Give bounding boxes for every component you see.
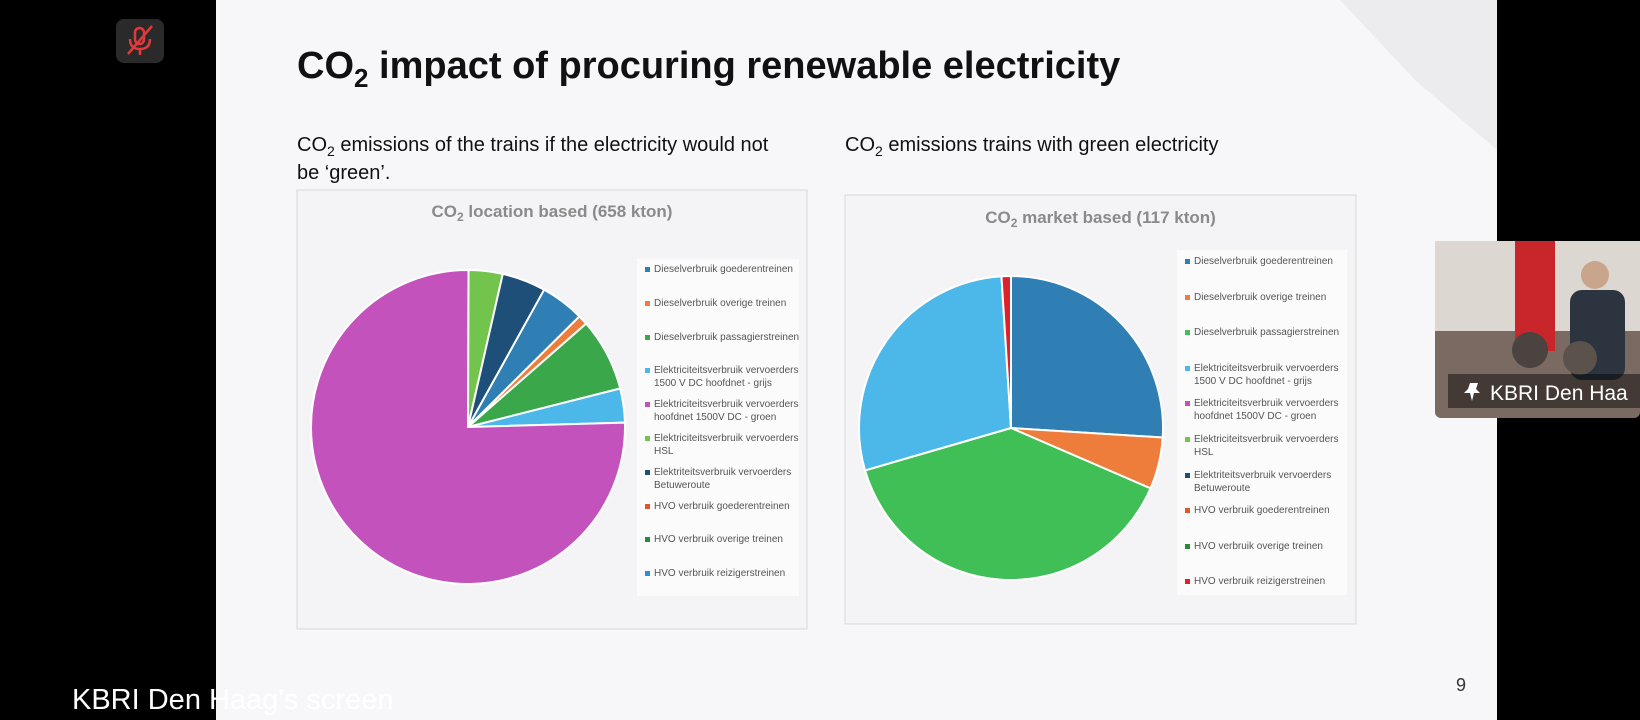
chart-title: CO2 market based (117 kton) — [985, 208, 1216, 230]
chart-title-part: market based (117 kton) — [1017, 208, 1215, 227]
participant-name: KBRI Den Haa — [1490, 382, 1628, 405]
chart-title-part: CO — [432, 202, 458, 221]
chart-title-part: CO — [985, 208, 1011, 227]
legend-label: HVO verbruik reizigerstreinen — [654, 568, 786, 580]
legend-box — [637, 259, 799, 596]
legend-swatch — [1185, 508, 1190, 514]
slide-corner — [1340, 0, 1497, 150]
legend-swatch — [645, 436, 650, 441]
legend-label: Elektriteitsverbruik vervoerders Betuwer… — [1194, 469, 1332, 494]
legend-entry: Dieselverbruik passagierstreinen — [645, 331, 804, 344]
legend-label: Dieselverbruik goederentreinen — [1194, 256, 1333, 267]
pie-slice — [863, 426, 1152, 581]
presenter-label: KBRI Den Haag's screen — [72, 684, 393, 716]
slide-title: CO2 impact of procuring renewable electr… — [297, 45, 1120, 93]
left-subtitle: CO2 emissions of the trains if the elect… — [297, 134, 769, 184]
legend-label: Dieselverbruik passagierstreinen — [1194, 327, 1340, 339]
legend-swatch — [1185, 294, 1190, 300]
legend-label: HVO verbruik goederentreinen — [1194, 505, 1330, 517]
legend-swatch — [1185, 401, 1190, 407]
legend-swatch — [645, 537, 650, 543]
legend-swatch — [645, 300, 650, 306]
legend-label: Dieselverbruik overige treinen — [1194, 291, 1327, 303]
legend-swatch — [645, 571, 650, 577]
legend-label: Elektriciteitsverbruik vervoerders hoofd… — [1194, 398, 1339, 423]
legend-entry: Dieselverbruik goederentreinen — [645, 263, 804, 276]
legend-entry: Elektriciteitsverbruik vervoerders HSL — [645, 432, 804, 458]
legend-swatch — [1185, 543, 1190, 549]
legend-label: HVO verbruik overige treinen — [1194, 540, 1323, 552]
legend-entry: Elektriciteitsverbruik vervoerders 1500 … — [1185, 362, 1344, 388]
pie-slice — [1000, 274, 1012, 429]
legend-box — [1177, 250, 1347, 595]
legend-swatch — [1185, 579, 1190, 585]
legend-entry: HVO verbruik reizigerstreinen — [1185, 575, 1344, 588]
legend-swatch — [645, 402, 650, 408]
legend-swatch — [1185, 259, 1190, 264]
video-person — [1581, 261, 1609, 289]
legend-swatch — [1185, 330, 1190, 336]
video-audience — [1512, 332, 1548, 368]
legend-entry: Dieselverbruik overige treinen — [1185, 291, 1344, 304]
legend-label: Elektriciteitsverbruik vervoerders HSL — [1194, 434, 1339, 458]
legend-entry: Dieselverbruik goederentreinen — [1185, 255, 1344, 268]
legend-label: HVO verbruik reizigerstreinen — [1194, 576, 1326, 588]
legend-label: Dieselverbruik overige treinen — [654, 297, 787, 309]
chart-title-part: location based (658 kton) — [464, 202, 673, 221]
pie-slice — [858, 275, 1013, 472]
chart-title-sub: 2 — [1011, 216, 1018, 230]
legend-label: Dieselverbruik passagierstreinen — [654, 331, 800, 343]
legend-entry: HVO verbruik goederentreinen — [645, 500, 804, 513]
legend-entry: Elektriciteitsverbruik vervoerders hoofd… — [645, 398, 804, 424]
legend-swatch — [1185, 437, 1190, 442]
legend-label: Elektriciteitsverbruik vervoerders 1500 … — [654, 365, 799, 390]
pie-slice — [467, 272, 546, 428]
legend-swatch — [1185, 365, 1190, 371]
video-audience — [1563, 341, 1597, 375]
legend-swatch — [1185, 472, 1190, 478]
chart-title-sub: 2 — [457, 210, 464, 224]
legend-entry: Elektriciteitsverbruik vervoerders 1500 … — [645, 364, 804, 390]
legend-swatch — [645, 334, 650, 340]
mic-off-icon — [127, 25, 153, 55]
legend-entry: HVO verbruik reizigerstreinen — [645, 567, 804, 580]
video-flag — [1515, 241, 1555, 351]
legend-swatch — [645, 368, 650, 374]
legend-entry: Elektriteitsverbruik vervoerders Betuwer… — [1185, 469, 1344, 495]
legend-entry: HVO verbruik overige treinen — [1185, 540, 1344, 553]
legend-entry: HVO verbruik goederentreinen — [1185, 504, 1344, 517]
legend-label: HVO verbruik overige treinen — [654, 534, 783, 546]
legend-label: Elektriciteitsverbruik vervoerders hoofd… — [654, 399, 799, 424]
legend-label: HVO verbruik goederentreinen — [654, 500, 790, 512]
legend-label: Elektriciteitsverbruik vervoerders 1500 … — [1194, 362, 1339, 387]
video-tile[interactable]: KBRI Den Haa — [1435, 241, 1640, 418]
legend-entry: Dieselverbruik overige treinen — [645, 297, 804, 310]
pin-icon — [1464, 383, 1480, 401]
legend-entry: HVO verbruik overige treinen — [645, 533, 804, 546]
legend-swatch — [645, 503, 650, 509]
legend-label: Elektriteitsverbruik vervoerders Betuwer… — [654, 466, 792, 491]
legend-entry: Dieselverbruik passagierstreinen — [1185, 326, 1344, 339]
chart-title: CO2 location based (658 kton) — [432, 202, 673, 224]
pie-slice — [1010, 274, 1164, 439]
legend-swatch — [645, 469, 650, 475]
legend-entry: Elektriciteitsverbruik vervoerders HSL — [1185, 433, 1344, 459]
name-tag — [1448, 374, 1640, 408]
legend-entry: Elektriteitsverbruik vervoerders Betuwer… — [645, 466, 804, 492]
legend-label: Elektriciteitsverbruik vervoerders HSL — [654, 433, 799, 457]
legend-swatch — [645, 267, 650, 272]
legend-label: Dieselverbruik goederentreinen — [654, 264, 793, 275]
legend-entry: Elektriciteitsverbruik vervoerders hoofd… — [1185, 397, 1344, 423]
page-number: 9 — [1456, 675, 1466, 695]
right-subtitle: CO2 emissions trains with green electric… — [845, 134, 1218, 159]
